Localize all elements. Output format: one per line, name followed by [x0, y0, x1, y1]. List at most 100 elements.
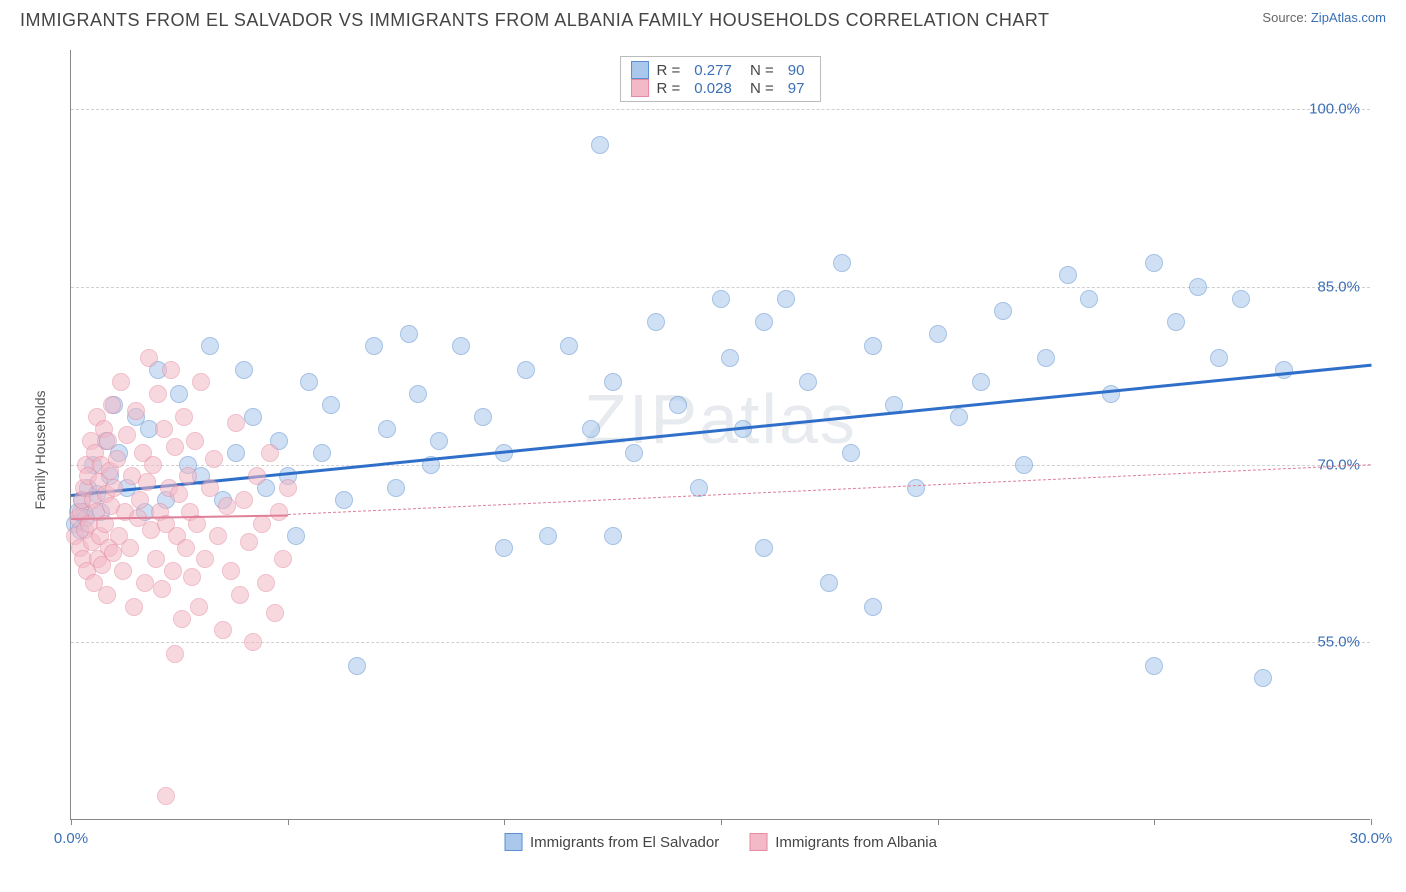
data-point-albania	[261, 444, 279, 462]
gridline	[71, 465, 1370, 466]
data-point-albania	[149, 385, 167, 403]
data-point-el_salvador	[1102, 385, 1120, 403]
data-point-el_salvador	[287, 527, 305, 545]
data-point-el_salvador	[170, 385, 188, 403]
data-point-el_salvador	[517, 361, 535, 379]
data-point-el_salvador	[400, 325, 418, 343]
legend-swatch	[631, 61, 649, 79]
data-point-el_salvador	[669, 396, 687, 414]
data-point-albania	[136, 574, 154, 592]
data-point-el_salvador	[1254, 669, 1272, 687]
source-link[interactable]: ZipAtlas.com	[1311, 10, 1386, 25]
data-point-el_salvador	[235, 361, 253, 379]
series-legend-item-albania: Immigrants from Albania	[749, 833, 937, 851]
data-point-el_salvador	[313, 444, 331, 462]
y-tick-label: 100.0%	[1309, 101, 1360, 118]
data-point-el_salvador	[755, 313, 773, 331]
data-point-albania	[177, 539, 195, 557]
data-point-albania	[274, 550, 292, 568]
data-point-albania	[127, 402, 145, 420]
data-point-el_salvador	[227, 444, 245, 462]
data-point-el_salvador	[820, 574, 838, 592]
data-point-el_salvador	[625, 444, 643, 462]
data-point-albania	[186, 432, 204, 450]
x-tick	[504, 819, 505, 825]
data-point-el_salvador	[591, 136, 609, 154]
data-point-albania	[279, 479, 297, 497]
data-point-el_salvador	[864, 598, 882, 616]
series-legend-label: Immigrants from El Salvador	[530, 834, 719, 851]
data-point-el_salvador	[833, 254, 851, 272]
data-point-albania	[105, 479, 123, 497]
data-point-el_salvador	[387, 479, 405, 497]
data-point-el_salvador	[721, 349, 739, 367]
legend-r-value: 0.028	[694, 80, 732, 97]
data-point-el_salvador	[1145, 657, 1163, 675]
data-point-albania	[98, 586, 116, 604]
data-point-albania	[196, 550, 214, 568]
correlation-legend: R =0.277 N =90R =0.028 N =97	[620, 56, 822, 102]
data-point-el_salvador	[907, 479, 925, 497]
gridline	[71, 287, 1370, 288]
data-point-el_salvador	[201, 337, 219, 355]
data-point-albania	[108, 450, 126, 468]
data-point-albania	[257, 574, 275, 592]
data-point-albania	[118, 426, 136, 444]
data-point-albania	[253, 515, 271, 533]
series-legend: Immigrants from El Salvador Immigrants fr…	[504, 833, 937, 851]
data-point-el_salvador	[378, 420, 396, 438]
data-point-albania	[270, 503, 288, 521]
x-tick	[71, 819, 72, 825]
legend-r-label: R =	[657, 80, 681, 97]
data-point-albania	[209, 527, 227, 545]
source-label: Source:	[1262, 10, 1307, 25]
legend-r-label: R =	[657, 62, 681, 79]
data-point-el_salvador	[1210, 349, 1228, 367]
data-point-albania	[175, 408, 193, 426]
data-point-albania	[183, 568, 201, 586]
gridline	[71, 642, 1370, 643]
data-point-el_salvador	[842, 444, 860, 462]
source-attribution: Source: ZipAtlas.com	[1262, 10, 1386, 25]
data-point-albania	[227, 414, 245, 432]
data-point-albania	[138, 473, 156, 491]
x-tick-label: 30.0%	[1350, 830, 1393, 847]
data-point-albania	[166, 438, 184, 456]
data-point-el_salvador	[755, 539, 773, 557]
y-tick-label: 85.0%	[1317, 278, 1360, 295]
data-point-albania	[103, 396, 121, 414]
data-point-el_salvador	[604, 527, 622, 545]
data-point-el_salvador	[1232, 290, 1250, 308]
data-point-el_salvador	[474, 408, 492, 426]
data-point-el_salvador	[1059, 266, 1077, 284]
data-point-el_salvador	[799, 373, 817, 391]
data-point-el_salvador	[539, 527, 557, 545]
series-legend-label: Immigrants from Albania	[775, 834, 937, 851]
trend-line	[288, 465, 1371, 516]
data-point-albania	[173, 610, 191, 628]
legend-n-value: 97	[788, 80, 805, 97]
series-legend-item-el_salvador: Immigrants from El Salvador	[504, 833, 719, 851]
data-point-el_salvador	[1275, 361, 1293, 379]
data-point-el_salvador	[864, 337, 882, 355]
data-point-el_salvador	[322, 396, 340, 414]
data-point-el_salvador	[300, 373, 318, 391]
x-tick-label: 0.0%	[54, 830, 88, 847]
data-point-albania	[170, 485, 188, 503]
data-point-el_salvador	[244, 408, 262, 426]
data-point-albania	[147, 550, 165, 568]
data-point-albania	[114, 562, 132, 580]
data-point-el_salvador	[647, 313, 665, 331]
data-point-albania	[164, 562, 182, 580]
data-point-albania	[162, 361, 180, 379]
x-tick	[288, 819, 289, 825]
data-point-albania	[179, 467, 197, 485]
chart-title: IMMIGRANTS FROM EL SALVADOR VS IMMIGRANT…	[20, 10, 1050, 31]
data-point-albania	[235, 491, 253, 509]
x-tick	[721, 819, 722, 825]
legend-swatch	[504, 833, 522, 851]
data-point-albania	[112, 373, 130, 391]
data-point-el_salvador	[1080, 290, 1098, 308]
data-point-el_salvador	[335, 491, 353, 509]
data-point-el_salvador	[452, 337, 470, 355]
